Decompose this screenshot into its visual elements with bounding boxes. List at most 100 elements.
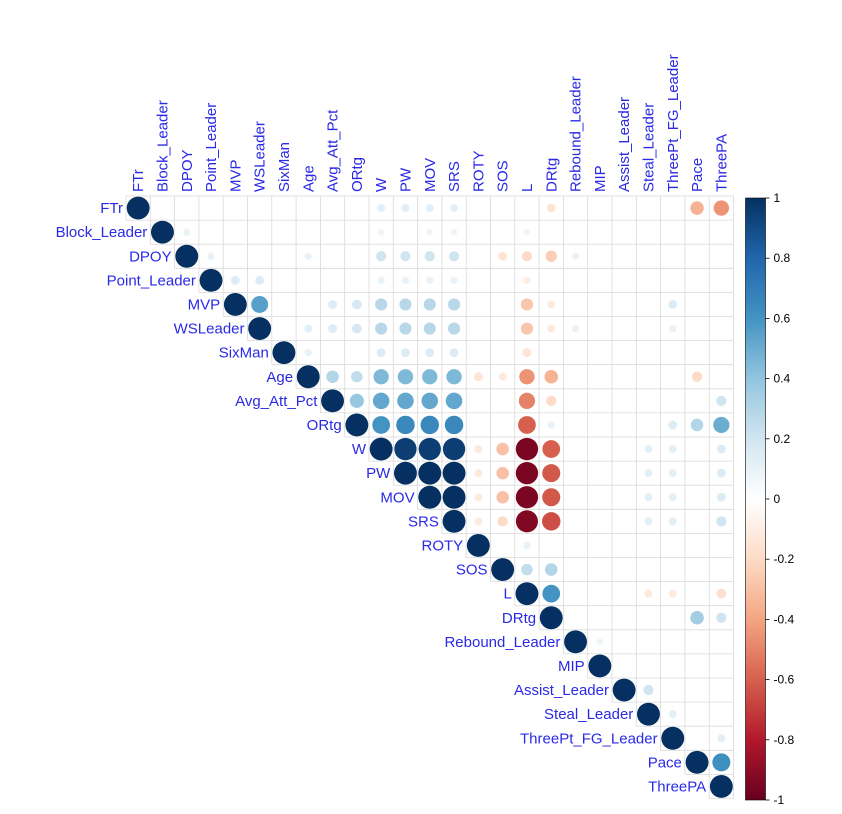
corr-circle-Block_Leader-SRS — [450, 228, 458, 236]
corr-circle-ORtg-ThreePA — [713, 416, 730, 434]
colorbar-gradient — [745, 197, 766, 801]
corr-circle-W-PW — [394, 437, 417, 461]
row-label-FTr: FTr — [100, 200, 123, 217]
corr-circle-WSLeader-DRtg — [547, 324, 556, 333]
corr-circle-FTr-MOV — [425, 204, 434, 213]
corr-circle-SixMan-W — [376, 348, 386, 358]
corr-circle-MVP-WSLeader — [251, 295, 269, 313]
corr-circle-Assist_Leader-Steal_Leader — [643, 684, 654, 696]
row-label-Avg_Att_Pct: Avg_Att_Pct — [235, 393, 318, 410]
corr-circle-SOS-SOS — [491, 558, 515, 581]
col-label-Point_Leader: Point_Leader — [203, 103, 220, 192]
corr-circle-MOV-ThreePt_FG_Leader — [668, 493, 677, 502]
corr-circle-MOV-MOV — [418, 485, 442, 509]
corr-circle-WSLeader-ORtg — [351, 323, 362, 334]
corr-circle-SOS-L — [521, 563, 533, 576]
corr-circle-MOV-DRtg — [542, 488, 561, 507]
corr-circle-DPOY-DRtg — [545, 250, 557, 262]
col-label-Avg_Att_Pct: Avg_Att_Pct — [325, 109, 342, 192]
corr-circle-ThreePt_FG_Leader-ThreePt_FG_Leader — [661, 726, 685, 750]
corr-circle-SixMan-Age — [304, 349, 312, 357]
col-label-MVP: MVP — [227, 159, 244, 192]
corr-circle-DPOY-Point_Leader — [207, 252, 215, 260]
row-label-Age: Age — [266, 369, 293, 386]
corr-circle-ThreePt_FG_Leader-ThreePA — [717, 734, 726, 743]
corr-circle-Rebound_Leader-Rebound_Leader — [564, 630, 587, 654]
corr-circle-L-L — [515, 582, 539, 606]
corr-circle-Point_Leader-MOV — [426, 276, 434, 284]
row-label-SRS: SRS — [408, 513, 439, 530]
corr-circle-PW-MOV — [418, 461, 442, 485]
corr-circle-Point_Leader-WSLeader — [255, 275, 265, 285]
corr-circle-WSLeader-Avg_Att_Pct — [328, 324, 337, 333]
row-label-Rebound_Leader: Rebound_Leader — [444, 634, 560, 651]
row-label-ROTY: ROTY — [422, 537, 464, 554]
corr-circle-FTr-Pace — [690, 201, 704, 215]
corr-circle-Rebound_Leader-MIP — [596, 638, 604, 646]
corr-circle-DPOY-W — [376, 251, 387, 262]
corr-circle-Pace-ThreePA — [712, 753, 731, 772]
corr-circle-Avg_Att_Pct-ORtg — [349, 393, 364, 408]
corr-circle-MVP-MVP — [223, 293, 247, 316]
corr-circle-Age-Pace — [691, 371, 703, 382]
corr-circle-Avg_Att_Pct-Avg_Att_Pct — [321, 389, 344, 413]
corr-circle-WSLeader-ThreePt_FG_Leader — [669, 324, 677, 333]
colorbar-tick-label: -1 — [774, 793, 785, 807]
col-label-FTr: FTr — [130, 169, 147, 192]
corr-circle-Age-W — [373, 369, 389, 385]
corr-circle-MOV-SOS — [496, 490, 509, 504]
col-label-Block_Leader: Block_Leader — [154, 100, 171, 192]
corr-circle-Block_Leader-MOV — [426, 228, 433, 236]
corr-circle-W-Steal_Leader — [644, 445, 653, 454]
corr-circle-ORtg-DRtg — [547, 421, 555, 429]
corr-circle-W-SOS — [496, 442, 509, 456]
corr-circle-W-MOV — [418, 437, 441, 461]
corr-circle-DPOY-L — [521, 251, 533, 262]
col-label-W: W — [373, 177, 390, 192]
corr-circle-SRS-L — [515, 510, 538, 533]
corr-circle-MVP-W — [375, 298, 388, 311]
corr-circle-PW-DRtg — [542, 464, 561, 483]
corr-circle-SRS-ThreePt_FG_Leader — [668, 517, 677, 526]
corr-circle-L-ThreePt_FG_Leader — [668, 589, 677, 598]
corr-circle-Age-L — [519, 369, 535, 385]
corr-circle-DPOY-PW — [400, 251, 411, 262]
corr-circle-Steal_Leader-Steal_Leader — [637, 702, 660, 726]
col-label-Pace: Pace — [689, 158, 706, 192]
corr-circle-PW-ROTY — [474, 469, 483, 478]
corr-circle-ROTY-L — [523, 541, 531, 550]
corr-circle-SixMan-SixMan — [272, 341, 296, 365]
colorbar-tick-label: -0.2 — [774, 552, 795, 566]
corr-circle-Steal_Leader-ThreePt_FG_Leader — [668, 710, 677, 719]
row-labels: FTr Block_Leader DPOY Point_Leader MVP WSLead… — [56, 200, 707, 795]
corr-circle-W-SRS — [442, 437, 466, 461]
corr-circle-DRtg-ThreePA — [716, 612, 727, 623]
row-label-Steal_Leader: Steal_Leader — [544, 706, 633, 723]
corr-circle-FTr-PW — [401, 204, 410, 213]
corr-circle-Assist_Leader-Assist_Leader — [612, 678, 636, 702]
row-label-Pace: Pace — [648, 754, 682, 771]
corr-circle-ORtg-PW — [396, 415, 415, 435]
corr-circle-WSLeader-PW — [399, 322, 412, 335]
corr-circle-SixMan-PW — [401, 348, 410, 358]
row-label-Assist_Leader: Assist_Leader — [514, 682, 609, 699]
row-label-MVP: MVP — [188, 296, 221, 313]
corr-circle-SixMan-MOV — [425, 348, 435, 358]
col-label-ORtg: ORtg — [349, 157, 366, 192]
row-label-DPOY: DPOY — [129, 248, 172, 265]
corr-circle-WSLeader-WSLeader — [248, 317, 272, 340]
row-label-Block_Leader: Block_Leader — [56, 224, 148, 241]
corr-circle-MOV-Steal_Leader — [644, 493, 653, 502]
corr-circle-MVP-ThreePt_FG_Leader — [668, 300, 678, 309]
corr-circle-ORtg-ORtg — [345, 413, 369, 437]
col-label-MIP: MIP — [592, 165, 609, 192]
corr-circle-PW-SRS — [442, 461, 466, 485]
corr-circle-L-Steal_Leader — [644, 589, 653, 598]
corr-circle-ORtg-ThreePt_FG_Leader — [668, 420, 678, 430]
corr-circle-Block_Leader-Block_Leader — [151, 220, 174, 244]
corr-circle-DPOY-SRS — [448, 251, 460, 262]
col-label-SOS: SOS — [495, 160, 512, 192]
col-label-WSLeader: WSLeader — [252, 121, 269, 192]
corr-circle-MVP-L — [520, 298, 534, 311]
row-label-W: W — [352, 441, 367, 458]
